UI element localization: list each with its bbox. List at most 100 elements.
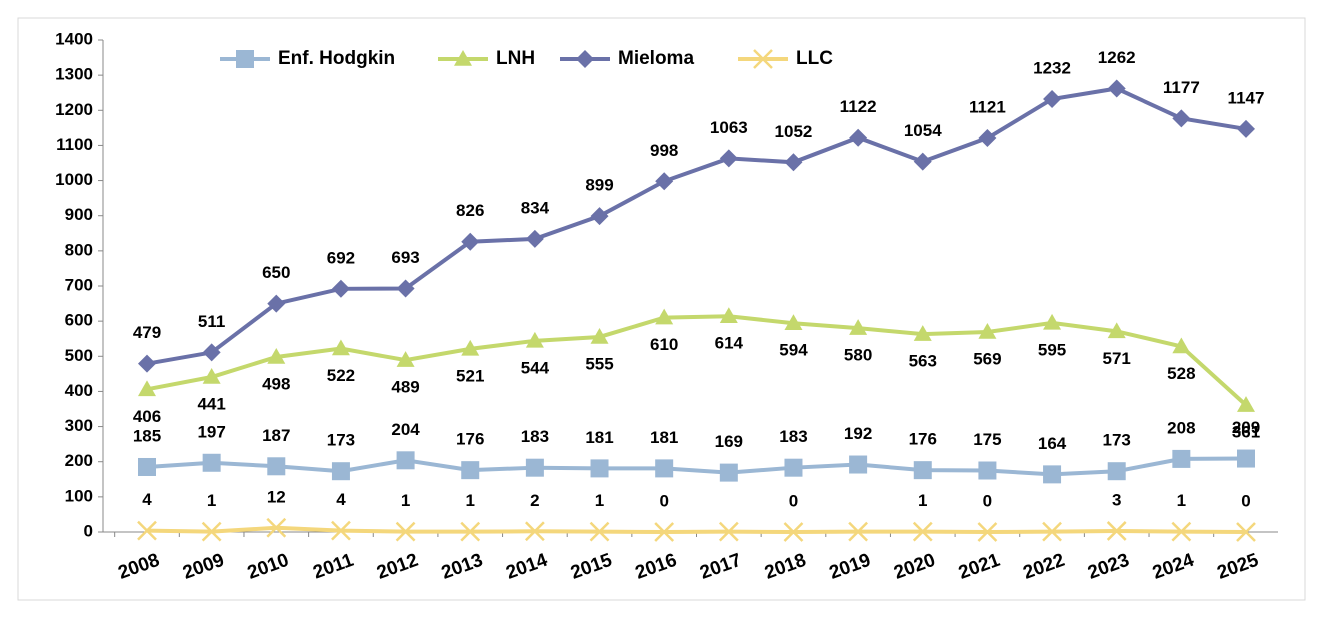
marker: [454, 50, 472, 66]
marker: [1237, 449, 1255, 468]
data-label: 614: [715, 334, 744, 353]
data-label: 563: [909, 352, 937, 371]
data-label: 176: [909, 430, 937, 449]
data-label: 208: [1167, 418, 1195, 437]
marker: [1171, 521, 1192, 542]
data-label: 571: [1103, 349, 1131, 368]
data-label: 1262: [1098, 48, 1136, 67]
marker: [396, 451, 415, 470]
y-tick-label: 800: [65, 240, 93, 259]
data-label: 4: [336, 490, 346, 509]
marker: [978, 129, 997, 148]
data-label: 1122: [840, 97, 877, 116]
marker: [913, 461, 932, 480]
series-line: [146, 86, 1247, 366]
marker: [849, 455, 868, 474]
data-label: 1: [918, 491, 927, 510]
marker: [138, 354, 156, 373]
data-label: 0: [659, 491, 668, 510]
data-label: 1177: [1163, 78, 1200, 97]
data-label: 361: [1232, 423, 1260, 442]
marker: [236, 50, 254, 68]
marker: [201, 521, 222, 542]
data-label: 610: [650, 335, 678, 354]
data-label: 692: [327, 248, 355, 267]
data-label: 183: [779, 427, 807, 446]
data-label: 204: [391, 420, 420, 439]
y-tick-label: 400: [65, 381, 93, 400]
marker: [913, 325, 932, 341]
chart-border: [17, 17, 1306, 601]
data-label: 899: [585, 176, 613, 195]
marker: [331, 279, 350, 298]
data-label: 197: [197, 422, 225, 441]
marker: [719, 307, 738, 323]
data-label: 183: [521, 427, 549, 446]
y-tick-label: 700: [65, 275, 93, 294]
marker: [1043, 465, 1062, 484]
marker: [202, 368, 221, 384]
marker: [461, 339, 480, 356]
marker: [525, 229, 544, 248]
data-label: 1063: [710, 118, 748, 137]
data-label: 185: [133, 426, 161, 445]
marker: [266, 517, 287, 538]
data-label: 1: [1177, 491, 1186, 510]
marker: [1043, 313, 1062, 330]
data-label: 173: [1103, 431, 1131, 450]
y-tick-label: 300: [65, 416, 93, 435]
marker: [1237, 396, 1255, 412]
data-label: 406: [133, 407, 161, 426]
data-label: 1: [466, 491, 475, 510]
marker: [849, 319, 868, 335]
marker: [524, 521, 545, 542]
data-label: 650: [262, 263, 290, 282]
data-label: 175: [973, 430, 1001, 449]
data-label: 489: [391, 378, 419, 397]
marker: [718, 521, 739, 542]
marker: [784, 314, 803, 331]
data-label: 187: [262, 426, 290, 445]
marker: [1043, 90, 1062, 109]
data-label: 441: [197, 395, 225, 414]
data-label: 998: [650, 141, 678, 160]
marker: [1107, 79, 1126, 98]
marker: [784, 458, 803, 477]
data-label: 192: [844, 424, 872, 443]
marker: [1237, 119, 1255, 138]
marker: [1107, 462, 1126, 481]
legend-label: LLC: [796, 48, 833, 69]
data-label: 511: [198, 312, 225, 331]
marker: [1172, 109, 1191, 128]
data-label: 693: [391, 248, 419, 267]
data-label: 522: [327, 366, 355, 385]
y-tick-label: 900: [65, 205, 93, 224]
data-label: 1147: [1228, 88, 1265, 107]
series-line: [146, 525, 1247, 535]
y-tick-label: 1300: [55, 65, 93, 84]
marker: [396, 279, 415, 298]
marker: [576, 50, 594, 68]
data-label: 498: [262, 374, 290, 393]
marker: [1106, 521, 1127, 541]
data-label: 521: [456, 366, 484, 385]
data-label: 528: [1167, 364, 1195, 383]
data-label: 555: [585, 354, 613, 373]
y-tick-label: 1100: [56, 135, 93, 154]
y-tick-label: 500: [65, 346, 93, 365]
y-tick-label: 1000: [55, 170, 93, 189]
marker: [525, 331, 544, 348]
marker: [913, 152, 932, 171]
marker: [267, 457, 286, 476]
marker: [137, 520, 157, 541]
marker: [590, 459, 609, 478]
marker: [590, 327, 609, 344]
data-label: 12: [267, 487, 286, 506]
data-label: 4: [142, 490, 152, 509]
y-tick-label: 1400: [55, 29, 93, 48]
data-label: 594: [779, 341, 808, 360]
series-line: [146, 456, 1247, 477]
series-line: [146, 314, 1248, 407]
legend-label: Enf. Hodgkin: [278, 48, 395, 69]
